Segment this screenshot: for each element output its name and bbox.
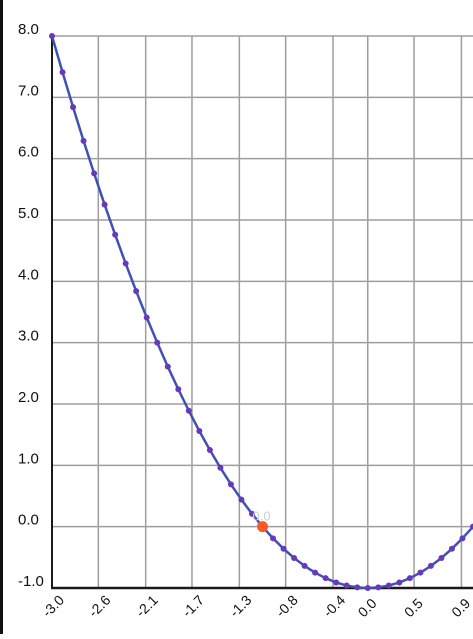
data-point xyxy=(417,569,424,576)
data-point xyxy=(217,464,224,471)
data-point xyxy=(312,569,319,576)
data-point xyxy=(280,545,287,552)
data-point xyxy=(470,523,473,530)
data-point xyxy=(133,288,140,295)
data-point xyxy=(227,481,234,488)
data-point xyxy=(396,579,403,586)
highlight-value-label: 0.0 xyxy=(253,509,271,524)
data-point xyxy=(375,584,382,591)
data-point xyxy=(333,579,340,586)
y-tick-label: 3.0 xyxy=(18,328,39,345)
y-tick-label: 2.0 xyxy=(18,389,39,406)
data-point xyxy=(164,363,171,370)
data-point xyxy=(343,582,350,589)
data-point xyxy=(364,585,371,591)
y-tick-label: 8.0 xyxy=(18,21,39,38)
data-point xyxy=(206,447,213,453)
data-point xyxy=(385,582,392,589)
y-tick-label: 6.0 xyxy=(18,144,39,161)
data-point xyxy=(143,314,150,321)
data-point xyxy=(427,562,434,569)
data-point xyxy=(59,69,66,76)
data-point xyxy=(354,584,361,591)
data-point xyxy=(70,104,77,111)
data-point xyxy=(91,170,98,177)
data-point xyxy=(80,137,87,144)
data-point xyxy=(175,386,182,393)
y-tick-label: 7.0 xyxy=(18,82,39,99)
left-edge-bar xyxy=(0,0,3,634)
data-point xyxy=(49,33,55,39)
y-tick-label: 5.0 xyxy=(18,205,39,222)
data-point xyxy=(406,575,413,582)
data-point xyxy=(291,554,298,561)
data-point xyxy=(448,545,455,552)
point-layer xyxy=(49,33,473,591)
data-point xyxy=(459,535,466,542)
data-point xyxy=(196,427,203,434)
data-point xyxy=(185,407,192,414)
data-point xyxy=(301,562,308,569)
data-point xyxy=(122,260,129,267)
data-point xyxy=(154,339,161,346)
data-point xyxy=(112,231,119,238)
data-point xyxy=(101,201,108,208)
highlight-point xyxy=(257,521,268,533)
y-tick-label: 1.0 xyxy=(18,450,39,467)
y-tick-label: -1.0 xyxy=(18,573,44,590)
data-point xyxy=(322,575,329,582)
data-point xyxy=(270,535,277,542)
data-point xyxy=(248,510,255,517)
data-point xyxy=(238,496,245,503)
data-point xyxy=(438,554,445,561)
y-tick-label: 0.0 xyxy=(18,512,39,529)
y-tick-label: 4.0 xyxy=(18,266,39,283)
